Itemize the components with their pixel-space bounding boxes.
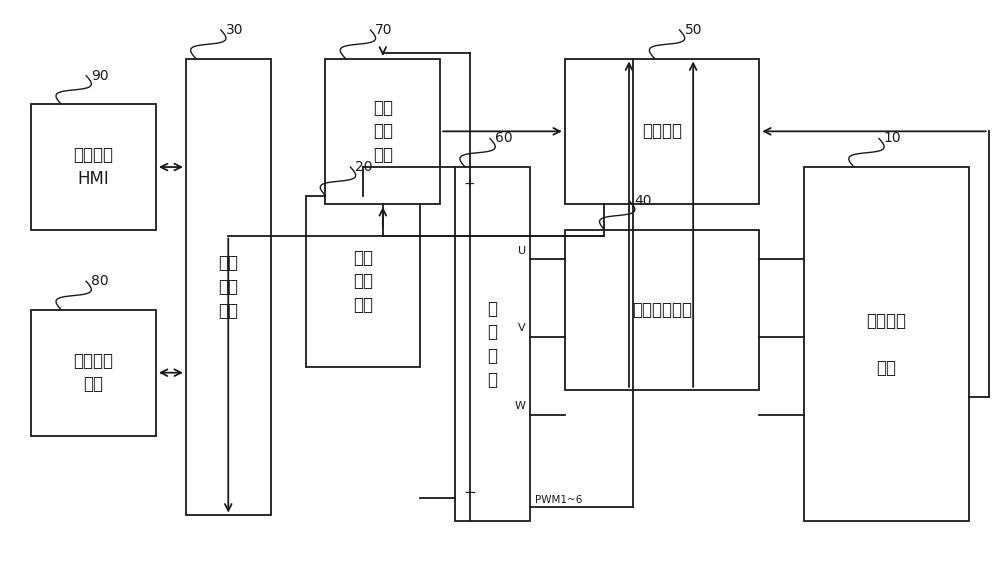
Bar: [186, 59, 271, 515]
Text: 90: 90: [91, 69, 109, 83]
Text: 电源
管理
单元: 电源 管理 单元: [218, 254, 238, 320]
Text: 60: 60: [495, 131, 513, 145]
Text: 30: 30: [226, 23, 243, 37]
Text: V: V: [518, 324, 526, 333]
Text: 超级
电容
模组: 超级 电容 模组: [353, 249, 373, 314]
Text: 远程监控
系统: 远程监控 系统: [74, 352, 114, 394]
Text: 主控单元: 主控单元: [642, 122, 682, 140]
Bar: [306, 196, 420, 367]
Text: 20: 20: [355, 160, 373, 174]
Bar: [455, 167, 530, 521]
Text: 10: 10: [884, 131, 902, 145]
Text: 逆
变
单
元: 逆 变 单 元: [488, 300, 498, 389]
Text: 本地监控
HMI: 本地监控 HMI: [74, 146, 114, 188]
Text: 电压
检测
单元: 电压 检测 单元: [373, 99, 393, 164]
Text: 40: 40: [635, 195, 652, 208]
Text: 80: 80: [91, 274, 109, 288]
Text: U: U: [518, 246, 526, 255]
Text: 50: 50: [684, 23, 702, 37]
Bar: [31, 310, 156, 436]
Text: W: W: [515, 401, 526, 412]
Bar: [565, 59, 759, 204]
Text: 电流检测单元: 电流检测单元: [632, 301, 692, 319]
Text: 70: 70: [375, 23, 393, 37]
Text: +: +: [463, 177, 475, 191]
Bar: [565, 230, 759, 390]
Text: PWM1~6: PWM1~6: [535, 495, 582, 505]
Bar: [31, 104, 156, 230]
Text: 电机单元

位置: 电机单元 位置: [866, 312, 906, 377]
Bar: [804, 167, 969, 521]
Bar: [325, 59, 440, 204]
Text: −: −: [463, 485, 476, 500]
